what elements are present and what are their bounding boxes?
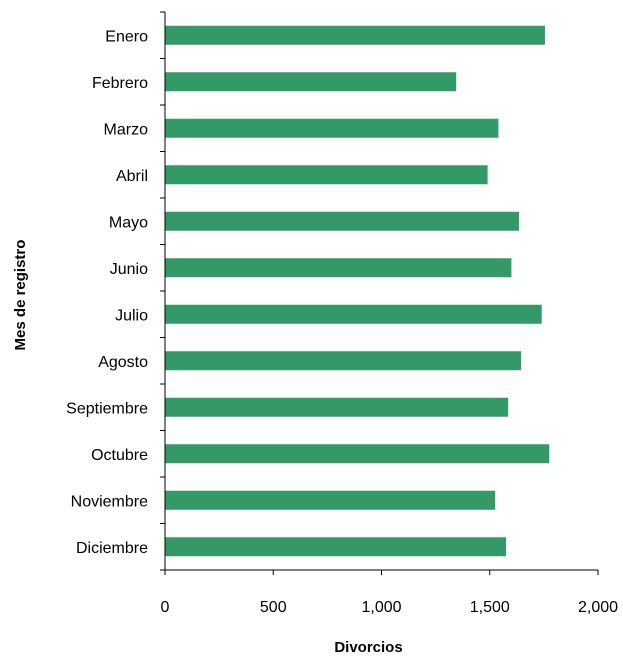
category-label: Junio — [110, 261, 148, 278]
x-tick-label: 0 — [161, 599, 170, 616]
bars-group — [165, 25, 550, 557]
bar-septiembre — [165, 397, 509, 417]
bar-febrero — [165, 72, 457, 92]
x-tick-label: 1,500 — [470, 599, 510, 616]
category-labels-group: Enero Febrero Marzo Abril Mayo Junio Julio Agos… — [66, 11, 165, 571]
x-ticks-group: 0 500 1,000 1,500 2,000 — [161, 570, 618, 616]
category-label: Septiembre — [66, 400, 148, 417]
bar-noviembre — [165, 490, 496, 510]
y-axis-title: Mes de registro — [12, 240, 29, 351]
category-label: Noviembre — [71, 493, 148, 510]
bar-marzo — [165, 118, 499, 138]
bar-enero — [165, 25, 545, 45]
bar-agosto — [165, 351, 522, 371]
category-label: Octubre — [91, 447, 148, 464]
x-tick-label: 2,000 — [578, 599, 618, 616]
category-label: Enero — [105, 28, 148, 45]
bar-abril — [165, 165, 488, 185]
category-label: Julio — [115, 307, 148, 324]
category-label: Abril — [116, 168, 148, 185]
x-tick-label: 1,000 — [361, 599, 401, 616]
bar-mayo — [165, 211, 519, 231]
bar-octubre — [165, 444, 550, 464]
category-label: Febrero — [92, 75, 148, 92]
x-tick-label: 500 — [260, 599, 287, 616]
category-label: Diciembre — [76, 540, 148, 557]
bar-diciembre — [165, 537, 506, 557]
category-label: Marzo — [104, 121, 149, 138]
category-label: Mayo — [109, 214, 148, 231]
bar-julio — [165, 304, 542, 324]
x-axis-title: Divorcios — [334, 639, 402, 656]
bar-junio — [165, 258, 512, 278]
category-label: Agosto — [98, 354, 148, 371]
